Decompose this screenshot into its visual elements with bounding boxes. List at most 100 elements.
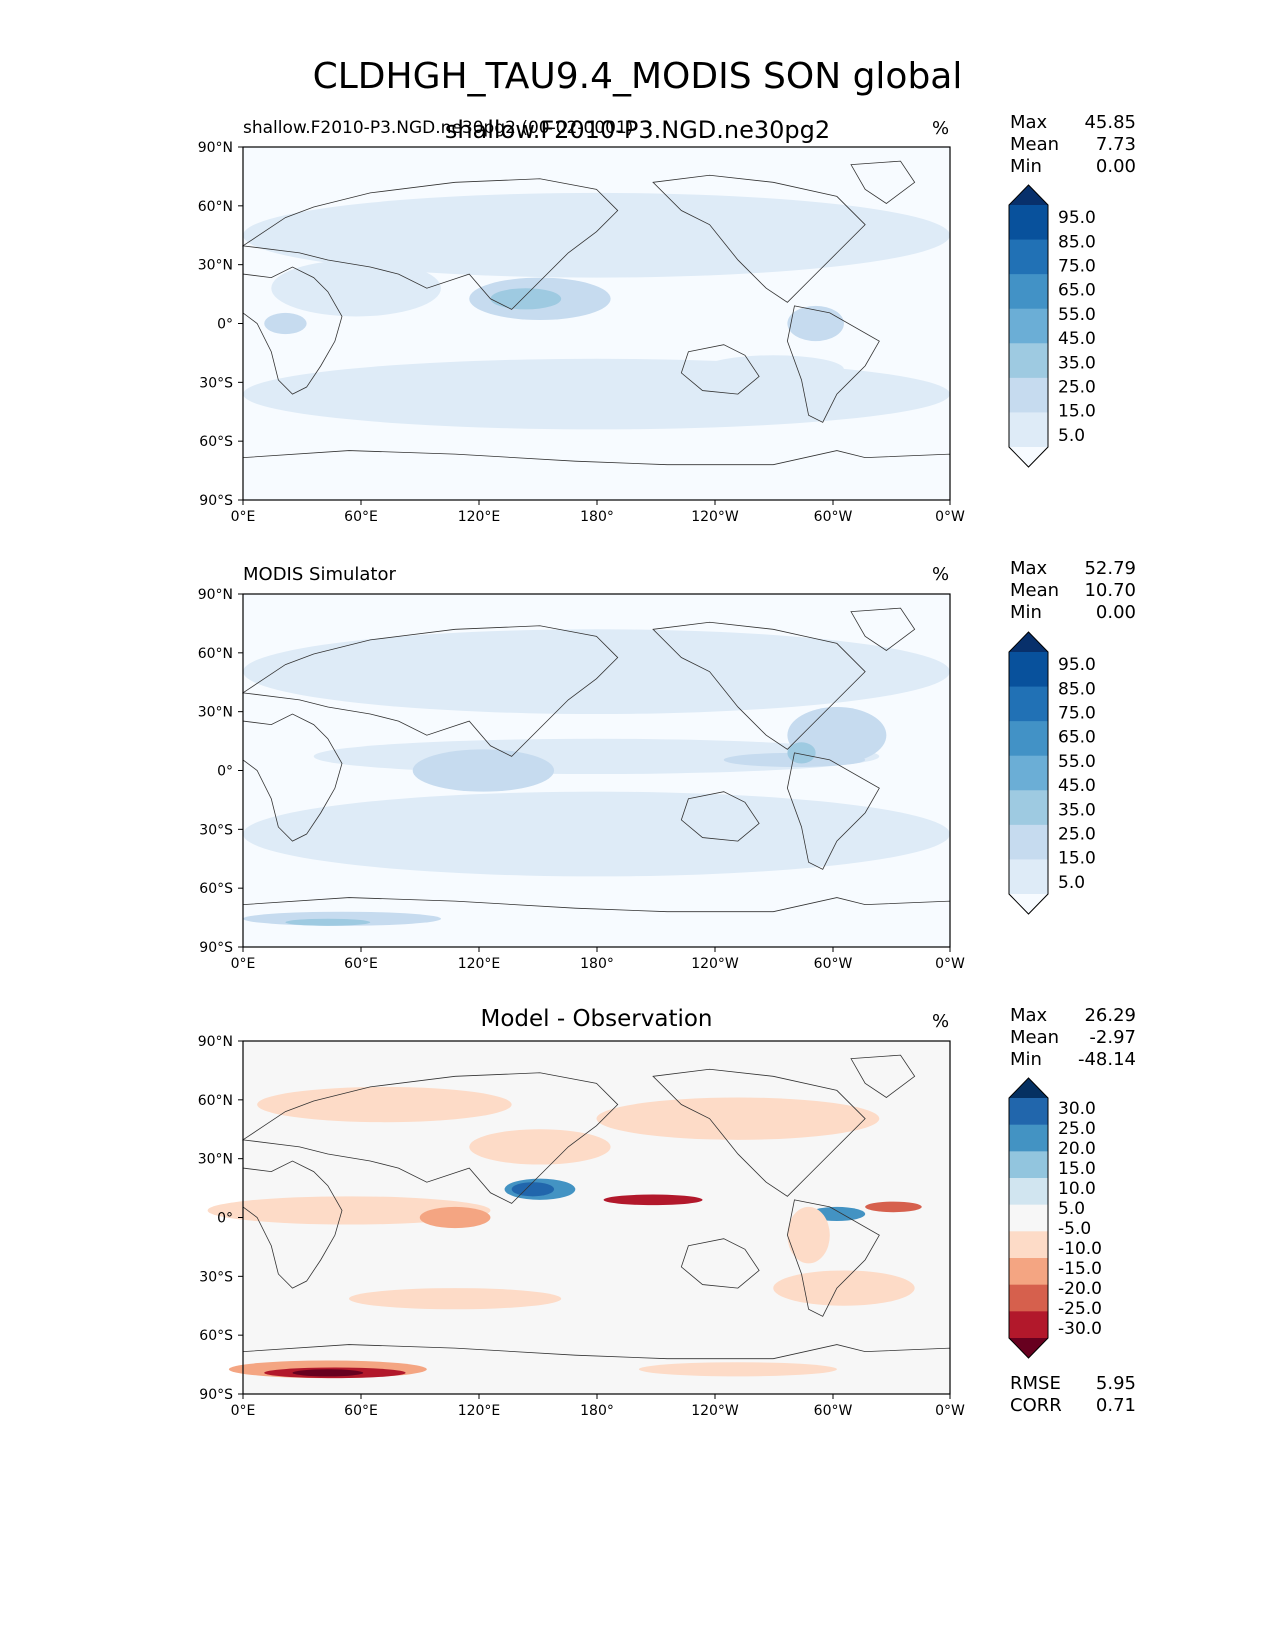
stat-corr: CORR 0.71 xyxy=(1010,1395,1136,1416)
lat-tick-label: 30°S xyxy=(199,1269,233,1285)
colorbar-band xyxy=(1009,205,1048,241)
lon-tick-label: 180° xyxy=(580,956,614,972)
lon-tick-label: 60°W xyxy=(814,509,853,525)
stats-block: Max 26.29 Mean -2.97 Min -48.14 xyxy=(1010,1005,1136,1071)
lat-tick-label: 60°N xyxy=(198,1093,233,1109)
panel-units: % xyxy=(932,564,950,585)
colorbar-tick-label: 65.0 xyxy=(1058,281,1096,301)
colorbar-tick-label: 15.0 xyxy=(1058,402,1096,422)
lon-tick-label: 120°W xyxy=(691,1403,739,1419)
lon-tick-label: 0°E xyxy=(231,956,256,972)
coastline xyxy=(242,1160,343,1289)
colorbar-tick-label: 55.0 xyxy=(1058,752,1096,772)
lat-tick-label: 90°S xyxy=(199,1387,233,1403)
colorbar-tick-label: 95.0 xyxy=(1058,208,1096,228)
colorbar-tick-label: 10.0 xyxy=(1058,1179,1096,1199)
lat-tick-label: 30°N xyxy=(198,258,233,274)
figure-title: CLDHGH_TAU9.4_MODIS SON global xyxy=(312,56,963,97)
lon-tick-label: 60°W xyxy=(814,1403,853,1419)
contour-fill-region xyxy=(412,749,555,792)
colorbar-band xyxy=(1009,790,1048,826)
stat-mean: Mean 7.73 xyxy=(1010,134,1136,155)
lat-tick-label: 60°S xyxy=(199,1328,233,1344)
lat-tick-label: 60°N xyxy=(198,646,233,662)
contour-fill-region xyxy=(511,1182,555,1197)
colorbar-tick-label: -30.0 xyxy=(1058,1319,1102,1339)
coastline xyxy=(680,344,760,395)
colorbar-band xyxy=(1009,308,1048,344)
map-plot: 90°N 60°N 30°N 0° 30°S 60°S 90°S0°E 60°E 120°E 18… xyxy=(198,1034,965,1419)
coastline xyxy=(850,607,916,651)
stat-mean: Mean -2.97 xyxy=(1010,1027,1136,1048)
lat-tick-label: 30°S xyxy=(199,375,233,391)
colorbar-extend-top xyxy=(1009,632,1048,652)
colorbar-band xyxy=(1009,1258,1048,1286)
coastline xyxy=(652,1068,866,1197)
contour-fill-region xyxy=(292,1369,364,1377)
lon-tick-label: 120°E xyxy=(458,956,501,972)
colorbar-tick-label: -20.0 xyxy=(1058,1279,1102,1299)
colorbar-tick-label: 25.0 xyxy=(1058,378,1096,398)
coastline xyxy=(242,266,343,395)
colorbar-band xyxy=(1009,1231,1048,1259)
colorbar-tick-label: 30.0 xyxy=(1058,1099,1096,1119)
contour-fill-region xyxy=(257,1086,512,1123)
colorbar-band xyxy=(1009,377,1048,413)
contour-fill-region xyxy=(773,1270,915,1306)
colorbar-tick-label: 35.0 xyxy=(1058,800,1096,820)
lon-tick-label: 180° xyxy=(580,509,614,525)
lon-tick-label: 60°W xyxy=(814,956,853,972)
panel-title-left: shallow.F2010-P3.NGD.ne30pg2 (00-02-0001… xyxy=(243,118,634,138)
colorbar-tick-label: 85.0 xyxy=(1058,232,1096,252)
coastline xyxy=(786,1199,880,1317)
colorbar-tick-label: 45.0 xyxy=(1058,329,1096,349)
colorbar-band xyxy=(1009,686,1048,722)
colorbar-tick-label: 5.0 xyxy=(1058,1199,1085,1219)
lon-tick-label: 120°E xyxy=(458,509,501,525)
colorbar-band xyxy=(1009,239,1048,275)
coastline xyxy=(680,791,760,842)
panel-title-center: Model - Observation xyxy=(480,1006,713,1032)
colorbar-extend-bottom xyxy=(1009,447,1048,467)
lon-tick-label: 0°W xyxy=(935,509,965,525)
lon-tick-label: 120°W xyxy=(691,956,739,972)
panel-units: % xyxy=(932,118,950,139)
contour-fill-region xyxy=(865,1201,922,1213)
colorbar-tick-label: 5.0 xyxy=(1058,426,1085,446)
lon-tick-label: 0°W xyxy=(935,956,965,972)
lat-tick-label: 60°S xyxy=(199,881,233,897)
colorbar-outline xyxy=(1008,184,1049,468)
coastline xyxy=(786,305,880,423)
colorbar-extend-bottom xyxy=(1009,894,1048,914)
colorbar-band xyxy=(1009,652,1048,688)
lat-tick-label: 30°S xyxy=(199,822,233,838)
colorbar: 95.0 85.0 75.0 65.0 55.0 45.0 35.0 25.0 15.0 5.0 xyxy=(1008,184,1096,468)
lat-tick-label: 90°N xyxy=(198,587,233,603)
stat-min: Min 0.00 xyxy=(1010,156,1136,177)
contour-fill-region xyxy=(787,305,844,342)
colorbar-tick-label: 95.0 xyxy=(1058,655,1096,675)
colorbar-tick-label: -5.0 xyxy=(1058,1219,1091,1239)
lat-tick-label: 60°N xyxy=(198,199,233,215)
colorbar-outline xyxy=(1008,631,1049,915)
colorbar-tick-label: 75.0 xyxy=(1058,257,1096,277)
lat-tick-label: 60°S xyxy=(199,434,233,450)
contour-fill-region xyxy=(603,1194,703,1206)
coastline xyxy=(242,713,343,842)
colorbar-tick-label: 65.0 xyxy=(1058,728,1096,748)
contour-fill-region xyxy=(490,288,562,310)
colorbar-tick-label: -25.0 xyxy=(1058,1299,1102,1319)
contour-fill-region xyxy=(243,358,950,430)
colorbar-band xyxy=(1009,755,1048,791)
contour-fill-region xyxy=(207,1196,491,1225)
lat-tick-label: 90°S xyxy=(199,940,233,956)
lat-tick-label: 90°N xyxy=(198,140,233,156)
colorbar-band xyxy=(1009,1098,1048,1126)
contour-fill-region xyxy=(596,1097,880,1140)
stat-rmse: RMSE 5.95 xyxy=(1010,1373,1136,1394)
stats-block: Max 45.85 Mean 7.73 Min 0.00 xyxy=(1010,112,1136,178)
lat-tick-label: 0° xyxy=(217,317,233,333)
lon-tick-label: 60°E xyxy=(344,1403,378,1419)
contour-fill-region xyxy=(638,1362,837,1377)
stat-max: Max 52.79 xyxy=(1010,558,1136,579)
